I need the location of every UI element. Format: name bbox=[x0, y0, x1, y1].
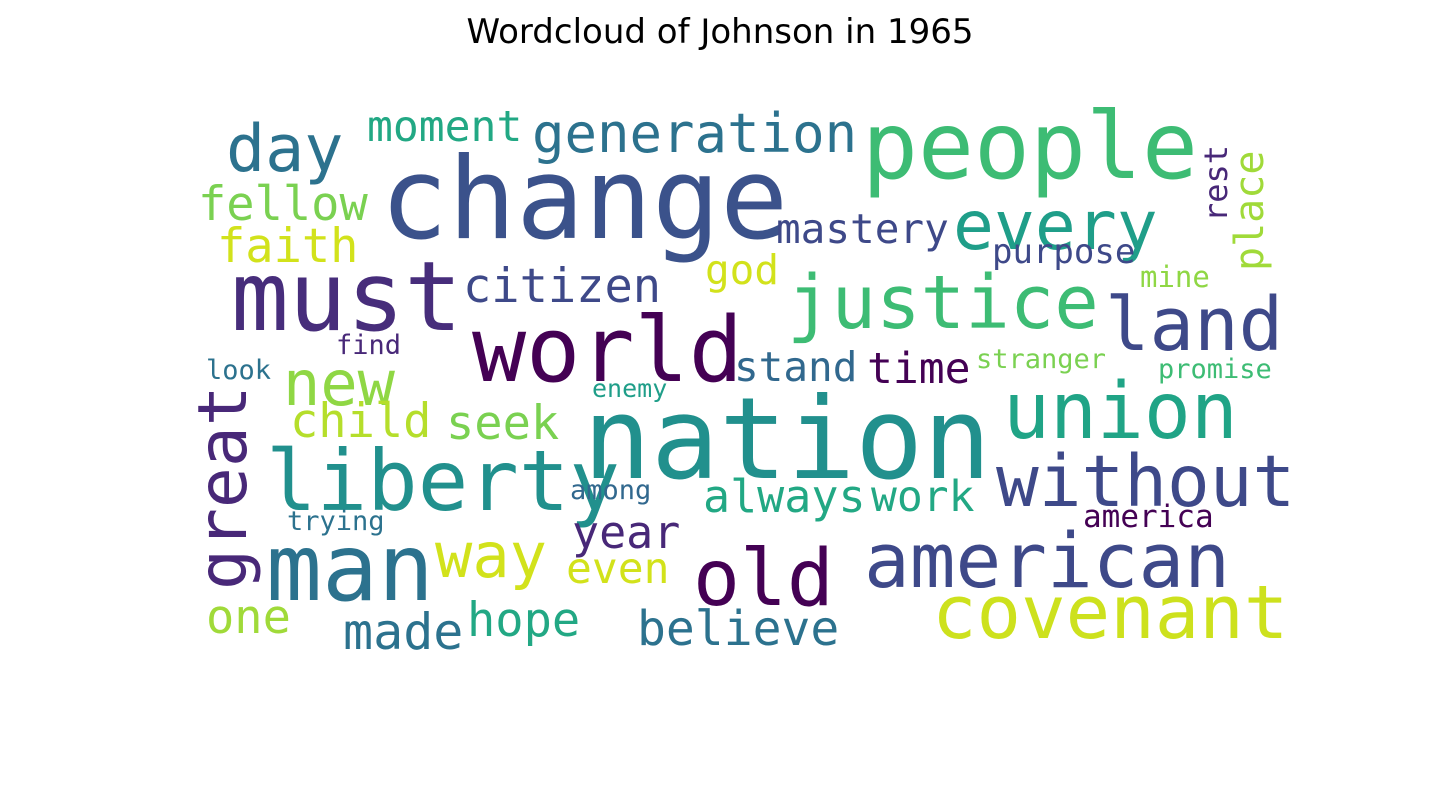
word-fellow: fellow bbox=[198, 177, 368, 232]
word-work: work bbox=[871, 472, 975, 522]
word-made: made bbox=[343, 603, 463, 661]
word-time: time bbox=[867, 344, 971, 394]
word-citizen: citizen bbox=[463, 259, 661, 314]
word-american: american bbox=[864, 516, 1230, 605]
word-world: world bbox=[472, 298, 743, 403]
word-among: among bbox=[570, 475, 651, 506]
word-one: one bbox=[206, 590, 291, 645]
word-covenant: covenant bbox=[932, 570, 1288, 656]
word-liberty: liberty bbox=[266, 432, 620, 530]
word-nation: nation bbox=[583, 373, 991, 505]
word-place: place bbox=[1227, 151, 1273, 271]
word-trying: trying bbox=[287, 506, 385, 537]
word-purpose: purpose bbox=[992, 232, 1135, 272]
word-new: new bbox=[283, 347, 396, 420]
word-rest: rest bbox=[1197, 145, 1235, 222]
word-way: way bbox=[435, 519, 547, 592]
word-land: land bbox=[1105, 282, 1283, 368]
word-moment: moment bbox=[367, 102, 522, 152]
word-america: america bbox=[1083, 499, 1214, 535]
word-hope: hope bbox=[467, 593, 580, 648]
word-faith: faith bbox=[217, 219, 358, 274]
word-god: god bbox=[705, 246, 779, 294]
word-old: old bbox=[693, 534, 834, 624]
word-justice: justice bbox=[787, 260, 1099, 346]
chart-title: Wordcloud of Johnson in 1965 bbox=[466, 12, 974, 52]
word-promise: promise bbox=[1158, 354, 1272, 385]
word-without: without bbox=[996, 440, 1295, 523]
word-mastery: mastery bbox=[776, 205, 949, 253]
word-always: always bbox=[703, 470, 866, 523]
word-every: every bbox=[953, 187, 1158, 266]
word-look: look bbox=[206, 355, 271, 386]
word-even: even bbox=[566, 544, 670, 594]
word-people: people bbox=[862, 92, 1198, 200]
word-union: union bbox=[1003, 367, 1238, 457]
word-man: man bbox=[266, 514, 434, 622]
word-believe: believe bbox=[637, 601, 839, 657]
word-mine: mine bbox=[1140, 260, 1210, 294]
word-stranger: stranger bbox=[976, 344, 1106, 375]
word-stand: stand bbox=[734, 343, 857, 391]
word-child: child bbox=[290, 394, 431, 449]
word-change: change bbox=[380, 133, 788, 265]
word-great: great bbox=[184, 385, 263, 590]
word-year: year bbox=[572, 506, 680, 559]
word-generation: generation bbox=[532, 102, 857, 165]
word-find: find bbox=[336, 330, 401, 361]
word-seek: seek bbox=[446, 396, 559, 451]
word-must: must bbox=[231, 241, 462, 353]
word-day: day bbox=[226, 112, 343, 187]
word-enemy: enemy bbox=[592, 374, 667, 403]
